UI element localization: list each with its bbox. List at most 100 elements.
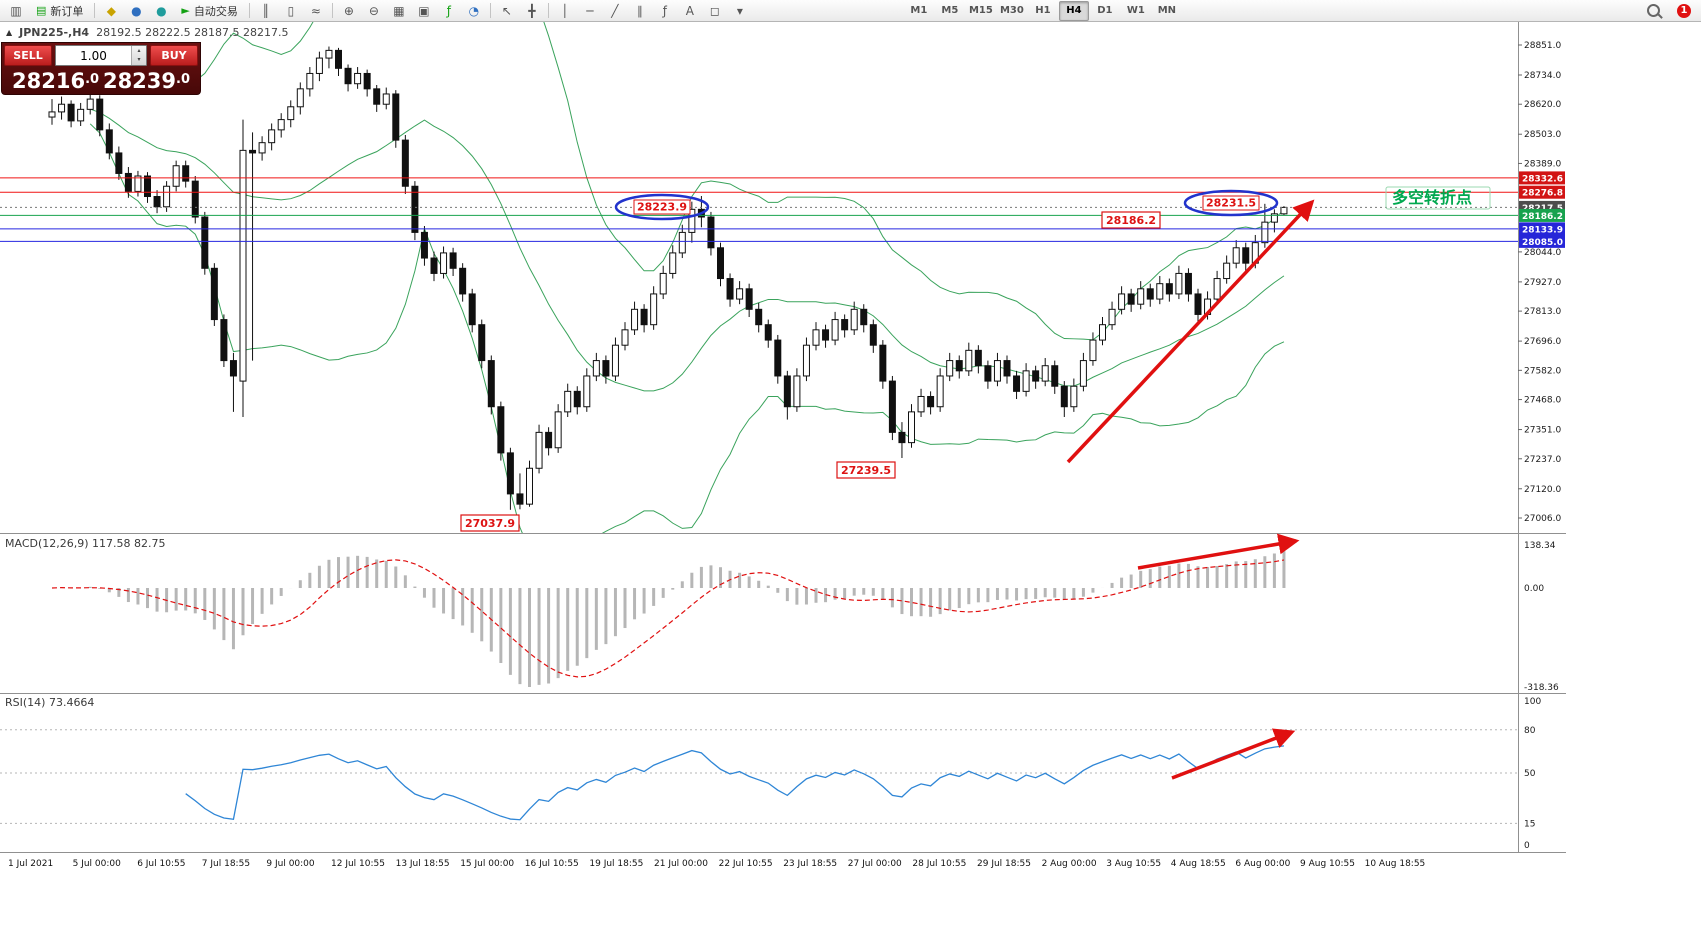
rsi-axis-label: 50 bbox=[1524, 769, 1536, 779]
rsi-line bbox=[185, 745, 1285, 821]
time-axis-label: 10 Aug 18:55 bbox=[1365, 859, 1426, 869]
price-flag-text: 28332.6 bbox=[1522, 174, 1563, 184]
price-flag bbox=[1519, 171, 1565, 185]
new-order-button[interactable]: ▤ 新订单 bbox=[29, 1, 90, 21]
price-callout-box bbox=[1101, 211, 1161, 229]
time-axis-label: 6 Jul 10:55 bbox=[137, 859, 185, 869]
line-chart-icon[interactable]: ≈ bbox=[310, 3, 321, 18]
price-callout-text: 28231.5 bbox=[1206, 197, 1256, 210]
time-axis-label: 5 Jul 00:00 bbox=[73, 859, 122, 869]
vertical-line-icon[interactable]: │ bbox=[561, 3, 569, 18]
time-axis-label: 22 Jul 10:55 bbox=[719, 859, 773, 869]
price-flag bbox=[1519, 185, 1565, 199]
time-axis-label: 23 Jul 18:55 bbox=[783, 859, 837, 869]
time-axis-label: 1 Jul 2021 bbox=[8, 859, 53, 869]
trendline-icon[interactable]: ╱ bbox=[611, 3, 619, 18]
time-axis-label: 16 Jul 10:55 bbox=[525, 859, 579, 869]
volume-spinner: ▴ ▾ bbox=[131, 46, 146, 65]
macd-signal-line bbox=[51, 559, 1285, 678]
tf-m15[interactable]: M15 bbox=[968, 5, 993, 16]
tf-h1[interactable]: H1 bbox=[1035, 5, 1051, 16]
new-window-icon[interactable]: ▣ bbox=[418, 3, 430, 18]
search-icon[interactable] bbox=[1647, 4, 1660, 17]
tf-d1[interactable]: D1 bbox=[1097, 5, 1113, 16]
time-axis-label: 9 Jul 00:00 bbox=[266, 859, 315, 869]
macd-axis-label: 0.00 bbox=[1524, 584, 1544, 594]
time-axis-label: 15 Jul 00:00 bbox=[460, 859, 514, 869]
tf-w1[interactable]: W1 bbox=[1126, 5, 1145, 16]
sell-price: 28216.0 bbox=[12, 69, 100, 93]
dropdown-caret-icon[interactable]: ▾ bbox=[736, 3, 743, 18]
expert-advisors-icon[interactable]: ● bbox=[131, 3, 142, 18]
autotrading-button[interactable]: ► 自动交易 bbox=[174, 1, 244, 21]
strategy-tester-icon[interactable]: ◆ bbox=[106, 3, 117, 18]
price-flag bbox=[1519, 234, 1565, 248]
toolbar-separator bbox=[94, 3, 96, 18]
horizontal-line-icon[interactable]: ─ bbox=[586, 3, 594, 18]
cursor-icon[interactable]: ↖ bbox=[501, 3, 512, 18]
buy-button[interactable]: BUY bbox=[150, 45, 198, 66]
price-axis-tick: 27927.0 bbox=[1524, 278, 1561, 288]
horizontal-lines bbox=[0, 177, 1518, 242]
time-axis[interactable] bbox=[0, 853, 1566, 871]
time-axis-label: 6 Aug 00:00 bbox=[1235, 859, 1290, 869]
annotations: 28223.9 28231.5 28186.2 27239.5 27037.9 多空转折点 bbox=[460, 186, 1491, 780]
chart-icon[interactable]: ▥ bbox=[10, 3, 22, 18]
new-order-icon: ▤ bbox=[36, 4, 47, 17]
zoom-in-icon[interactable]: ⊕ bbox=[343, 3, 354, 18]
chart-background[interactable] bbox=[0, 22, 1701, 948]
shapes-icon[interactable]: ◻ bbox=[709, 3, 720, 18]
trend-arrow bbox=[1171, 728, 1296, 780]
tf-m5[interactable]: M5 bbox=[941, 5, 959, 16]
tf-m1[interactable]: M1 bbox=[910, 5, 928, 16]
note-text: 多空转折点 bbox=[1392, 188, 1472, 207]
notification-badge[interactable]: 1 bbox=[1677, 3, 1691, 18]
time-axis-label: 7 Jul 18:55 bbox=[202, 859, 250, 869]
channel-icon[interactable]: ∥ bbox=[636, 3, 643, 18]
volume-down-button[interactable]: ▾ bbox=[137, 56, 141, 64]
bar-chart-icon[interactable]: ║ bbox=[262, 3, 270, 18]
crosshair-icon[interactable]: ╋ bbox=[528, 3, 536, 18]
price-callout-box bbox=[1202, 195, 1260, 211]
volume-input[interactable] bbox=[56, 46, 131, 65]
candlestick-chart-icon[interactable]: ▯ bbox=[287, 3, 295, 18]
price-axis-tick: 28620.0 bbox=[1524, 100, 1561, 110]
macd-histogram bbox=[51, 551, 1286, 687]
collapse-triangle-icon[interactable]: ▲ bbox=[6, 28, 13, 37]
price-axis-tick: 28044.0 bbox=[1524, 248, 1561, 258]
chart-symbol-period: JPN225-,H4 bbox=[19, 26, 90, 39]
price-axis-tick: 27120.0 bbox=[1524, 485, 1561, 495]
tf-m30[interactable]: M30 bbox=[999, 5, 1024, 16]
volume-up-button[interactable]: ▴ bbox=[137, 46, 141, 54]
price-axis-tick: 28734.0 bbox=[1524, 71, 1561, 81]
trend-arrow bbox=[1137, 533, 1300, 570]
price-axis-tick: 27813.0 bbox=[1524, 307, 1561, 317]
rsi-axis-label: 15 bbox=[1524, 819, 1535, 829]
price-axis-tick: 27237.0 bbox=[1524, 455, 1561, 465]
price-callout-box bbox=[633, 199, 691, 215]
zoom-out-icon[interactable]: ⊖ bbox=[368, 3, 379, 18]
scripts-icon[interactable]: ● bbox=[156, 3, 167, 18]
toolbar-separator bbox=[489, 3, 491, 18]
clock-icon[interactable]: ◔ bbox=[468, 3, 480, 18]
time-axis-label: 27 Jul 00:00 bbox=[848, 859, 902, 869]
time-axis-label: 3 Aug 10:55 bbox=[1106, 859, 1161, 869]
price-axis-tick: 28389.0 bbox=[1524, 159, 1561, 169]
price-axis[interactable] bbox=[1518, 22, 1566, 852]
fibonacci-icon[interactable]: ƒ bbox=[662, 3, 667, 18]
time-axis-label: 9 Aug 10:55 bbox=[1300, 859, 1355, 869]
price-axis-tick: 27582.0 bbox=[1524, 366, 1561, 376]
indicators-icon[interactable]: ƒ bbox=[446, 3, 451, 18]
tf-h4[interactable]: H4 bbox=[1058, 0, 1089, 21]
candlestick-series bbox=[48, 46, 1288, 510]
time-axis-label: 19 Jul 18:55 bbox=[589, 859, 643, 869]
text-tool-icon[interactable]: A bbox=[685, 3, 694, 18]
tf-mn[interactable]: MN bbox=[1157, 5, 1177, 16]
price-flag-text: 28186.2 bbox=[1522, 212, 1563, 222]
chart-ohlc-values: 28192.5 28222.5 28187.5 28217.5 bbox=[96, 26, 289, 39]
sell-button[interactable]: SELL bbox=[4, 45, 52, 66]
macd-label: MACD(12,26,9) 117.58 82.75 bbox=[5, 537, 166, 550]
tile-windows-icon[interactable]: ▦ bbox=[393, 3, 405, 18]
